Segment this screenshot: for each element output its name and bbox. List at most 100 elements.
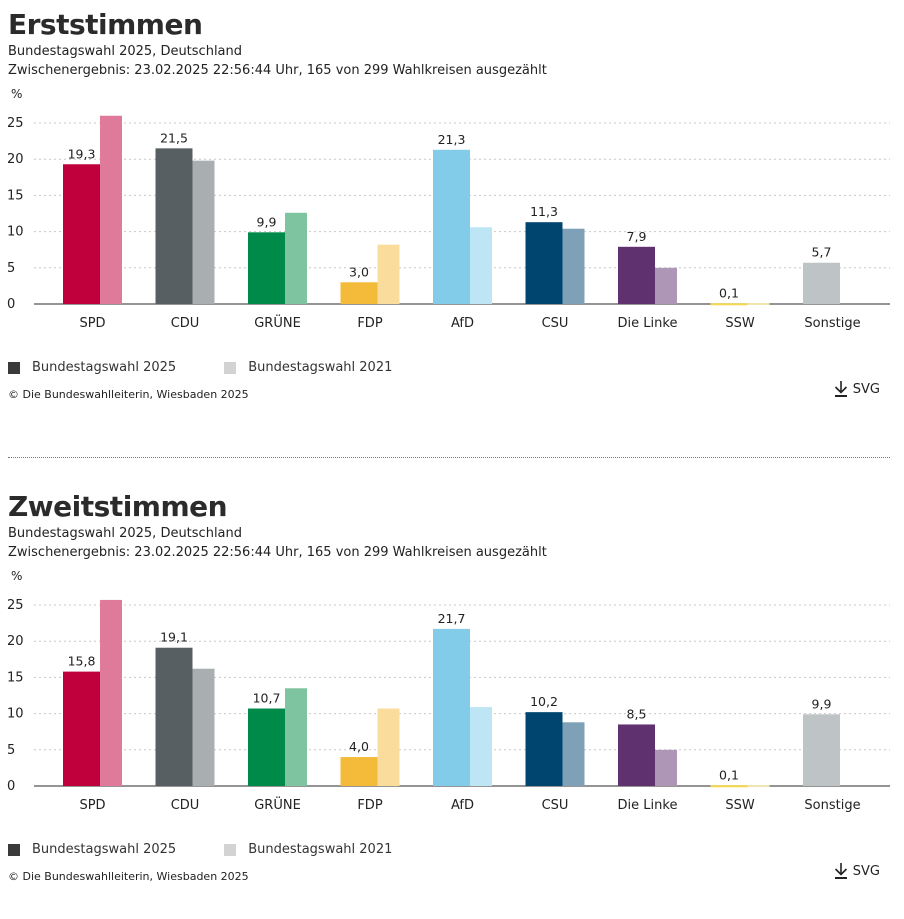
x-tick-label: SSW	[725, 798, 755, 813]
download-svg-button[interactable]: SVG	[833, 380, 880, 398]
y-tick-label: 10	[7, 707, 24, 722]
data-label: 5,7	[812, 245, 832, 260]
bar-2021	[377, 708, 400, 786]
data-label: 4,0	[349, 739, 369, 754]
data-label: 0,1	[719, 767, 739, 782]
bar-2021	[562, 722, 585, 786]
bar-2025	[525, 712, 563, 786]
erststimmen-chart: 0 5 10 15 20 25 19,3 SPD 21,5 CDU 9,9 GRÜNE 3,0 FDP 21…	[7, 115, 890, 331]
bar-2025	[248, 708, 285, 786]
y-axis-unit: %	[11, 87, 23, 101]
bar-2025	[803, 714, 840, 786]
download-svg-label: SVG	[852, 381, 880, 397]
zweitstimmen-chart: 0 5 10 15 20 25 15,8 SPD 19,1 CDU 10,7 GRÜNE 4,0 FDP 2…	[7, 598, 890, 813]
bar-2021	[192, 160, 215, 304]
chart-status: Zwischenergebnis: 23.02.2025 22:56:44 Uh…	[8, 545, 547, 560]
data-label: 19,3	[68, 146, 96, 161]
bar-2021	[747, 303, 770, 305]
y-tick-label: 15	[7, 188, 24, 203]
y-tick-label: 5	[7, 743, 15, 758]
bar-2021	[655, 267, 677, 304]
legend-swatch-2021	[224, 843, 237, 856]
y-tick-label: 5	[7, 261, 15, 276]
x-tick-label: SSW	[725, 316, 755, 331]
bar-2025	[618, 724, 655, 786]
copyright-credit: © Die Bundeswahlleiterin, Wiesbaden 2025	[8, 388, 249, 401]
bar-2025	[618, 246, 655, 304]
x-tick-label: CSU	[542, 316, 569, 331]
chart-status: Zwischenergebnis: 23.02.2025 22:56:44 Uh…	[8, 63, 547, 78]
x-tick-label: Sonstige	[804, 316, 860, 331]
y-tick-label: 20	[7, 152, 24, 167]
section-divider	[8, 457, 890, 458]
y-tick-label: 0	[7, 297, 15, 312]
data-label: 10,7	[253, 691, 281, 706]
bar-2021	[562, 228, 585, 304]
y-tick-label: 25	[7, 116, 24, 131]
bar-2021	[377, 244, 400, 304]
bar-2025	[803, 262, 840, 304]
bar-2021	[100, 599, 122, 786]
bar-2021	[655, 749, 677, 786]
chart-title: Zweitstimmen	[8, 490, 228, 523]
legend-swatch-2021	[224, 361, 237, 374]
data-label: 19,1	[160, 630, 188, 645]
chart-subtitle: Bundestagswahl 2025, Deutschland	[8, 526, 243, 541]
bar-2025	[433, 628, 470, 786]
legend-item-2025[interactable]: Bundestagswahl 2025	[8, 360, 176, 375]
x-tick-label: CSU	[542, 798, 569, 813]
bar-2021	[285, 688, 307, 786]
legend: Bundestagswahl 2025 Bundestagswahl 2021	[8, 360, 392, 375]
y-tick-label: 15	[7, 670, 24, 685]
y-tick-label: 20	[7, 634, 24, 649]
chart-subtitle: Bundestagswahl 2025, Deutschland	[8, 44, 243, 59]
y-tick-label: 0	[7, 779, 15, 794]
chart-title: Erststimmen	[8, 8, 203, 41]
x-tick-label: Die Linke	[618, 798, 678, 813]
data-label: 9,9	[257, 214, 277, 229]
data-label: 21,7	[438, 611, 466, 626]
bar-2025	[340, 282, 378, 304]
legend-item-2021[interactable]: Bundestagswahl 2021	[224, 842, 392, 857]
download-svg-label: SVG	[852, 863, 880, 879]
x-tick-label: FDP	[357, 798, 382, 813]
x-tick-label: GRÜNE	[254, 796, 301, 813]
download-icon	[834, 863, 847, 879]
bar-2025	[433, 149, 470, 304]
legend-label: Bundestagswahl 2021	[248, 842, 393, 857]
data-label: 21,5	[160, 130, 188, 145]
bar-2025	[155, 647, 193, 786]
data-label: 15,8	[68, 654, 96, 669]
data-label: 7,9	[627, 229, 647, 244]
x-tick-label: AfD	[451, 798, 474, 813]
x-tick-label: GRÜNE	[254, 314, 301, 331]
y-tick-label: 10	[7, 225, 24, 240]
legend-label: Bundestagswahl 2025	[32, 842, 177, 857]
x-tick-label: CDU	[171, 316, 200, 331]
bar-2025	[63, 164, 100, 304]
x-tick-label: AfD	[451, 316, 474, 331]
x-tick-label: SPD	[79, 316, 105, 331]
bar-2025	[525, 222, 563, 304]
x-tick-label: SPD	[79, 798, 105, 813]
data-label: 3,0	[349, 264, 369, 279]
download-svg-button[interactable]: SVG	[833, 862, 880, 880]
data-label: 8,5	[627, 706, 647, 721]
x-tick-label: CDU	[171, 798, 200, 813]
bar-2021	[470, 707, 492, 786]
legend-label: Bundestagswahl 2021	[248, 360, 393, 375]
bar-2025	[248, 232, 285, 304]
y-tick-label: 25	[7, 598, 24, 613]
bar-2021	[747, 785, 770, 787]
bar-2021	[285, 212, 307, 304]
legend-item-2021[interactable]: Bundestagswahl 2021	[224, 360, 392, 375]
bar-2025	[155, 148, 193, 304]
data-label: 11,3	[530, 204, 558, 219]
bar-2025	[63, 671, 100, 786]
legend-label: Bundestagswahl 2025	[32, 360, 177, 375]
y-axis-unit: %	[11, 569, 23, 583]
bar-2025	[710, 303, 748, 306]
legend-item-2025[interactable]: Bundestagswahl 2025	[8, 842, 176, 857]
bar-2025	[340, 757, 378, 786]
data-label: 21,3	[438, 132, 466, 147]
